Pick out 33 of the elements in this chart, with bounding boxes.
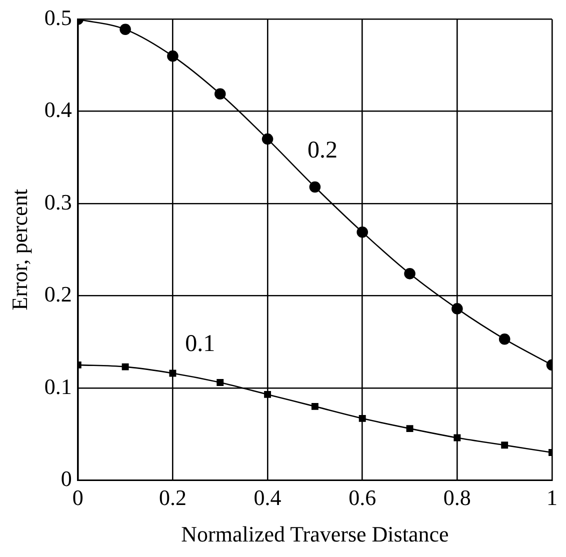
y-tick-label: 0.5 <box>44 4 72 30</box>
point <box>214 88 226 100</box>
point <box>501 442 508 449</box>
y-tick-label: 0.2 <box>44 282 72 307</box>
point <box>452 303 463 314</box>
point <box>309 181 321 193</box>
point <box>167 50 178 62</box>
point <box>498 333 510 345</box>
point <box>264 390 272 398</box>
point <box>311 402 318 410</box>
x-tick-label: 0.4 <box>254 485 282 510</box>
point <box>358 414 366 422</box>
x-tick-label: 0.2 <box>158 485 186 510</box>
x-tick-label: 0.6 <box>348 485 376 510</box>
point <box>169 370 176 377</box>
point <box>262 133 274 145</box>
point <box>356 226 368 238</box>
point <box>454 434 461 442</box>
series-label: 0.1 <box>185 330 216 357</box>
x-tick-label: 0.8 <box>443 485 471 510</box>
point <box>216 378 224 386</box>
y-tick-label: 0.1 <box>44 374 72 399</box>
y-tick-label: 0.3 <box>44 189 72 214</box>
y-axis-title: Error, percent <box>6 189 32 310</box>
point <box>404 268 416 280</box>
y-tick-label: 0 <box>60 466 72 491</box>
y-tick-label: 0.4 <box>44 97 72 122</box>
series-label: 0.2 <box>308 137 338 164</box>
x-tick-label: 1 <box>546 485 558 510</box>
point <box>120 24 131 35</box>
x-axis-title: Normalized Traverse Distance <box>181 522 449 547</box>
point <box>122 363 129 370</box>
point <box>406 425 414 432</box>
